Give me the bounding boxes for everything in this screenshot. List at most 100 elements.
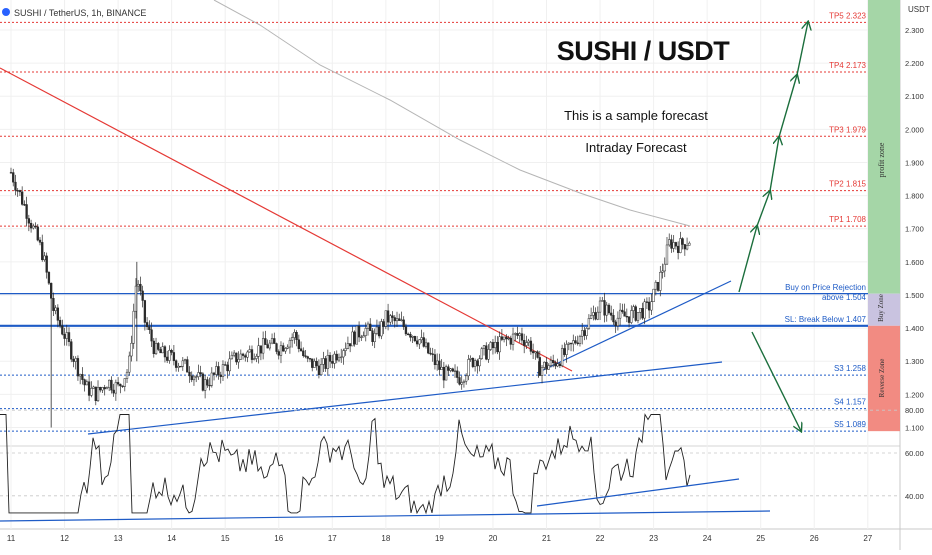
level-name: TP2	[829, 180, 844, 189]
candle-body	[199, 372, 202, 375]
candle-body	[630, 310, 633, 323]
candle-body	[525, 342, 528, 346]
candle-body	[186, 359, 189, 373]
candles	[9, 167, 691, 428]
candle-body	[340, 356, 343, 359]
x-tick-label: 11	[7, 534, 16, 543]
buy-label-line1: Buy on Price Rejection	[785, 283, 866, 292]
y-tick-label: 1.400	[905, 324, 924, 333]
candle-body	[79, 374, 82, 377]
candle-body	[264, 338, 267, 345]
candle-body	[674, 242, 678, 247]
candle-body	[485, 345, 488, 360]
levels: TP5 2.323 TP4 2.173 TP3 1.979 TP2 1.815 TP1 …	[0, 11, 868, 432]
candle-body	[688, 242, 691, 246]
candle-body	[480, 348, 483, 359]
candle-body	[221, 364, 225, 377]
candle-body	[61, 325, 64, 335]
candle-body	[244, 355, 247, 358]
candle-body	[668, 239, 671, 246]
candle-body	[433, 354, 437, 366]
candle-body	[12, 172, 15, 183]
level-name: TP3	[829, 125, 844, 134]
candle-body	[87, 381, 91, 396]
candle-body	[462, 380, 466, 383]
candle-body	[672, 242, 675, 249]
candle-body	[226, 364, 229, 372]
symbol-logo-icon	[2, 8, 10, 16]
x-tick-label: 19	[435, 534, 444, 543]
candle-body	[612, 315, 615, 323]
symbol-title[interactable]: SUSHI / TetherUS, 1h, BINANCE	[14, 8, 146, 18]
candle-body	[145, 322, 149, 328]
candle-body	[315, 360, 318, 367]
candle-body	[589, 315, 593, 319]
x-tick-label: 18	[381, 534, 390, 543]
candle-body	[279, 345, 283, 356]
candle-body	[661, 270, 664, 273]
candle-body	[282, 345, 285, 352]
candle-body	[451, 368, 454, 372]
candle-body	[520, 333, 524, 341]
short-support-line	[536, 280, 732, 374]
candle-body	[239, 353, 242, 360]
candle-body	[647, 301, 651, 311]
candle-body	[114, 382, 118, 394]
candle-body	[681, 238, 684, 245]
forecast-arrow-up	[756, 191, 770, 227]
candle-body	[65, 332, 68, 339]
candle-body	[511, 333, 515, 345]
candle-body	[83, 379, 86, 386]
candle-body	[400, 319, 403, 321]
candle-body	[393, 317, 396, 322]
candle-body	[523, 339, 526, 346]
candle-body	[645, 301, 649, 303]
level-name: TP1	[829, 215, 844, 224]
forecast-arrow-up	[738, 226, 757, 293]
reverse-zone	[868, 325, 900, 432]
x-tick-label: 15	[221, 534, 230, 543]
candle-body	[489, 342, 492, 350]
candle-body	[235, 352, 238, 363]
candle-body	[18, 190, 22, 193]
candle-body	[440, 366, 443, 370]
candle-body	[328, 355, 332, 362]
candle-body	[509, 337, 512, 345]
candle-body	[29, 222, 33, 229]
trend-lines	[0, 67, 732, 435]
y-tick-label: 1.800	[905, 192, 924, 201]
rsi-trend-line-long	[0, 510, 771, 522]
candle-body	[241, 353, 245, 356]
y-tick-label: 2.300	[905, 26, 924, 35]
candle-body	[41, 242, 44, 261]
candle-body	[228, 358, 231, 372]
candle-body	[203, 379, 207, 391]
candle-body	[346, 343, 350, 349]
candle-body	[166, 356, 169, 361]
candle-body	[197, 372, 200, 377]
level-name: S5	[834, 420, 844, 429]
candle-body	[36, 226, 39, 241]
candle-body	[650, 301, 653, 311]
candle-body	[659, 272, 662, 291]
candle-body	[172, 352, 176, 361]
candle-body	[81, 374, 84, 380]
candle-body	[418, 339, 421, 345]
candle-body	[170, 350, 173, 353]
level-name: S4	[834, 398, 844, 407]
candle-body	[636, 312, 640, 321]
candle-body	[349, 343, 352, 347]
candle-body	[371, 330, 374, 342]
candle-body	[639, 308, 642, 313]
candle-body	[420, 337, 423, 341]
candle-body	[273, 338, 276, 344]
candle-body	[34, 225, 37, 228]
candle-body	[527, 340, 530, 343]
main-pane	[0, 0, 900, 446]
level-label: TP3 1.979	[829, 125, 866, 134]
candle-body	[255, 356, 258, 359]
x-tick-label: 20	[488, 534, 497, 543]
candle-body	[32, 225, 35, 229]
candle-body	[246, 351, 249, 358]
